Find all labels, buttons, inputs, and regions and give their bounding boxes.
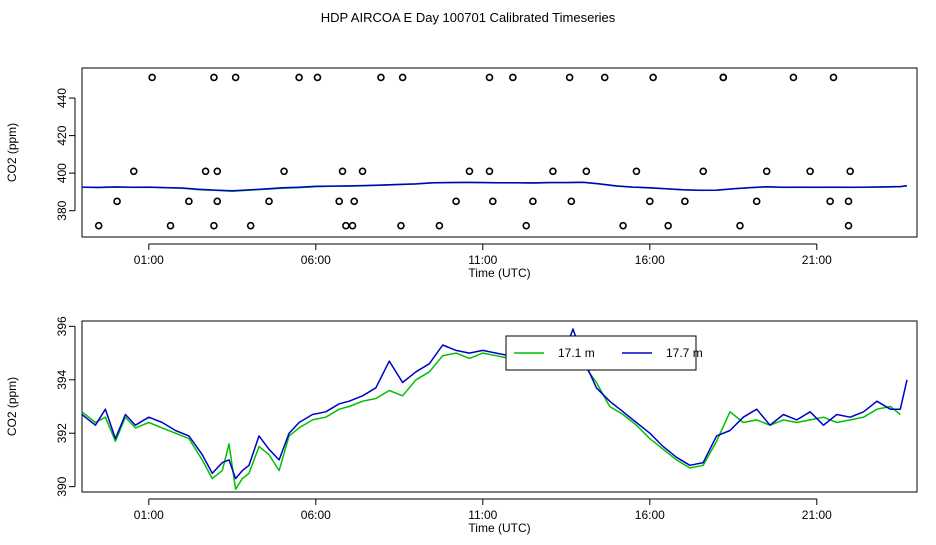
data-point — [342, 221, 350, 230]
y-tick-label: 440 — [55, 88, 69, 108]
y-axis-label: CO2 (ppm) — [5, 377, 19, 436]
data-point — [350, 197, 359, 206]
data-point — [465, 167, 474, 176]
y-tick-label: 380 — [55, 200, 69, 220]
data-point — [699, 167, 708, 176]
data-point — [529, 197, 537, 206]
data-point — [265, 197, 273, 206]
legend-label: 17.7 m — [666, 346, 703, 360]
data-point — [509, 73, 517, 82]
data-point — [600, 73, 609, 82]
data-point — [649, 73, 657, 82]
data-point — [210, 221, 218, 230]
data-point — [113, 197, 121, 206]
x-tick-label: 01:00 — [134, 253, 164, 267]
data-point — [166, 221, 175, 230]
x-tick-label: 21:00 — [802, 253, 832, 267]
series-line-17-1-m — [81, 346, 901, 491]
data-point — [485, 73, 494, 82]
chart-title: HDP AIRCOA E Day 100701 Calibrated Times… — [321, 10, 616, 25]
data-point — [762, 167, 771, 176]
series-line-17-7-m — [81, 328, 908, 480]
data-point — [485, 167, 494, 176]
data-point — [752, 197, 761, 206]
legend-label: 17.1 m — [558, 346, 595, 360]
data-point — [335, 197, 343, 206]
data-point — [148, 73, 156, 82]
x-tick-label: 16:00 — [635, 253, 665, 267]
x-tick-label: 11:00 — [468, 253, 497, 267]
data-point — [664, 221, 672, 230]
data-point — [94, 221, 103, 230]
data-point — [806, 167, 814, 176]
x-axis-label: Time (UTC) — [468, 521, 530, 535]
data-point — [452, 197, 460, 206]
data-point — [185, 197, 193, 206]
data-point — [348, 221, 357, 230]
data-point — [844, 221, 853, 230]
data-point — [338, 167, 347, 176]
x-tick-label: 01:00 — [134, 508, 164, 522]
x-tick-label: 21:00 — [802, 508, 832, 522]
series-line-17-7-m — [81, 181, 908, 192]
data-point — [210, 73, 218, 82]
data-point — [645, 197, 654, 206]
data-point — [280, 167, 288, 176]
y-tick-label: 400 — [55, 163, 69, 183]
plot-frame — [81, 67, 918, 238]
data-point — [844, 197, 853, 206]
data-point — [567, 197, 576, 206]
data-point — [213, 197, 222, 206]
data-point — [619, 221, 627, 230]
data-point — [397, 221, 405, 230]
y-axis-label: CO2 (ppm) — [5, 123, 19, 182]
data-point — [377, 73, 385, 82]
data-point — [489, 197, 497, 206]
data-point — [565, 73, 574, 82]
y-tick-label: 420 — [55, 125, 69, 145]
y-tick-label: 396 — [55, 316, 69, 336]
x-axis-label: Time (UTC) — [468, 266, 530, 280]
y-tick-label: 392 — [55, 423, 69, 443]
data-point — [632, 167, 641, 176]
data-point — [129, 167, 138, 176]
data-point — [829, 73, 838, 82]
data-point — [826, 197, 834, 206]
data-point — [201, 167, 210, 176]
data-point — [522, 221, 531, 230]
data-point — [231, 73, 240, 82]
data-point — [681, 197, 689, 206]
data-point — [549, 167, 557, 176]
x-tick-label: 16:00 — [635, 508, 665, 522]
data-point — [789, 73, 798, 82]
x-tick-label: 06:00 — [301, 253, 331, 267]
x-tick-label: 11:00 — [468, 508, 497, 522]
data-point — [358, 167, 367, 176]
data-point — [846, 167, 855, 176]
data-point — [313, 73, 322, 82]
data-point — [246, 221, 255, 230]
data-point — [582, 167, 591, 176]
data-point — [213, 167, 222, 176]
y-tick-label: 394 — [55, 369, 69, 389]
data-point — [435, 221, 444, 230]
x-tick-label: 06:00 — [301, 508, 331, 522]
panel-bottom: 01:00 06:00 11:00 16:00 21:00 Time (UTC) 390 39… — [5, 316, 918, 535]
data-point — [295, 73, 303, 82]
data-point — [736, 221, 744, 230]
data-point — [398, 73, 407, 82]
data-point — [719, 73, 728, 82]
y-tick-label: 390 — [55, 476, 69, 496]
plot-frame — [81, 320, 918, 493]
panel-top: 01:00 06:00 11:00 16:00 21:00 Time (UTC) 380 40… — [5, 67, 918, 280]
